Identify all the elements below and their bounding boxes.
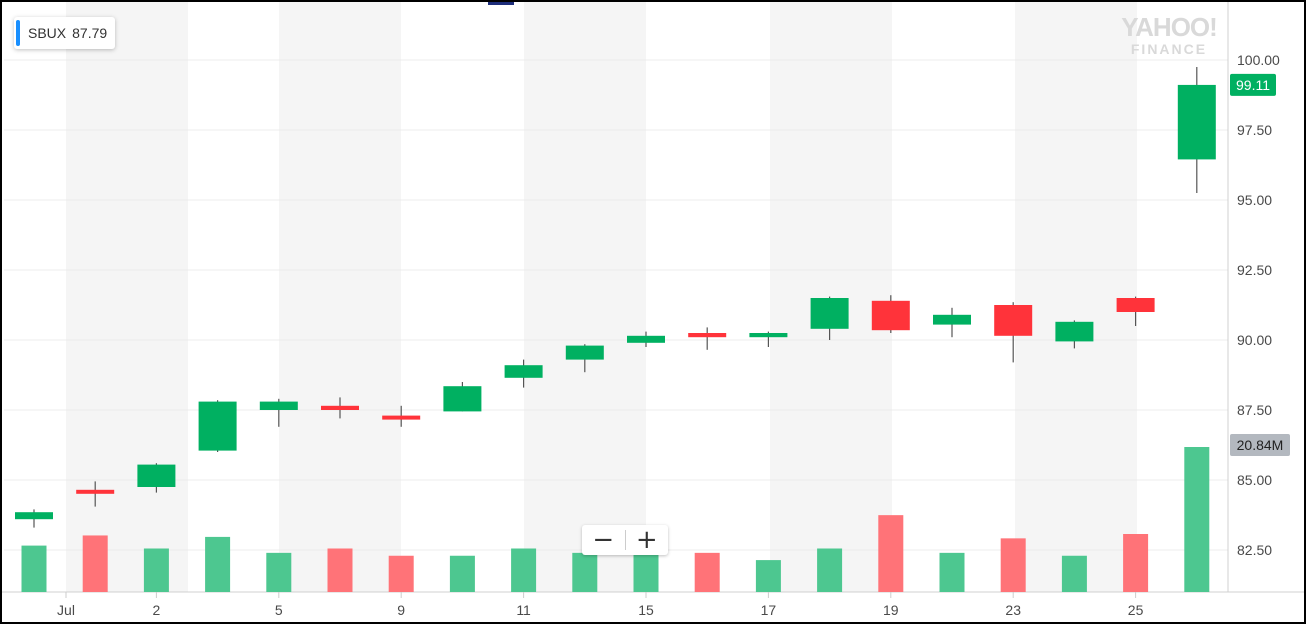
x-tick-label: 9 <box>397 602 405 618</box>
x-tick-label: Jul <box>57 602 75 618</box>
week-band <box>1015 2 1137 592</box>
x-tick-label: 15 <box>638 602 654 618</box>
candle-body <box>15 512 53 520</box>
volume-bar <box>694 552 720 592</box>
candle-body <box>933 314 971 325</box>
logo-line-1: YAHOO! <box>1121 12 1218 42</box>
week-band <box>66 2 188 592</box>
candle-body <box>443 386 482 412</box>
x-tick-label: 25 <box>1128 602 1144 618</box>
candle-body <box>1116 298 1155 312</box>
zoom-in-button[interactable]: + <box>635 525 658 555</box>
volume-bar <box>388 555 414 592</box>
logo-line-2: FINANCE <box>1130 41 1208 57</box>
candle-body <box>627 335 665 343</box>
volume-badge <box>1230 434 1290 456</box>
candle-body <box>1177 84 1216 160</box>
candle-body <box>749 333 788 338</box>
ticker-label[interactable]: SBUX 87.79 <box>14 17 116 49</box>
last-price-label: 99.11 <box>1236 77 1270 93</box>
volume-bar <box>878 515 904 592</box>
volume-bar <box>449 555 475 592</box>
x-tick-label: 19 <box>883 602 899 618</box>
ticker-symbol: SBUX <box>28 25 67 41</box>
candle-body <box>259 401 298 410</box>
candle-body <box>198 401 237 451</box>
y-tick-label: 90.00 <box>1237 332 1272 348</box>
volume-bar <box>1000 538 1026 592</box>
candle-body <box>810 298 849 329</box>
volume-bar <box>755 560 781 592</box>
y-tick-label: 100.00 <box>1237 52 1280 68</box>
candle-body <box>137 464 176 487</box>
x-tick-label: 17 <box>761 602 777 618</box>
candle-body <box>565 345 604 360</box>
y-tick-label: 82.50 <box>1237 542 1272 558</box>
y-tick-label: 97.50 <box>1237 122 1272 138</box>
yahoo-finance-logo: YAHOO! FINANCE <box>1114 14 1224 56</box>
last-price-badge <box>1230 73 1276 96</box>
x-tick-label: 11 <box>516 602 531 618</box>
zoom-out-button[interactable]: − <box>592 525 615 555</box>
y-tick-label: 95.00 <box>1237 192 1272 208</box>
y-tick-label: 87.50 <box>1237 402 1272 418</box>
zoom-divider <box>624 530 626 550</box>
ticker-price: 87.79 <box>72 25 108 41</box>
volume-bar <box>21 545 47 592</box>
ticker-color-marker <box>16 20 20 46</box>
candle-body <box>76 489 115 494</box>
volume-bar <box>327 548 353 592</box>
volume-bar <box>1184 447 1210 592</box>
volume-bar <box>1123 534 1149 592</box>
y-tick-label: 92.50 <box>1237 262 1272 278</box>
volume-bar <box>143 548 169 592</box>
volume-bar <box>633 552 659 592</box>
volume-bar <box>205 536 231 592</box>
x-tick-label: 23 <box>1005 602 1021 618</box>
y-tick-label: 85.00 <box>1237 472 1272 488</box>
volume-bar <box>266 552 292 592</box>
volume-label: 20.84M <box>1237 437 1284 453</box>
week-band <box>524 2 646 592</box>
candle-body <box>382 415 421 420</box>
week-band <box>770 2 892 592</box>
x-tick-label: 2 <box>153 602 161 618</box>
volume-bar <box>82 535 108 592</box>
volume-bar <box>817 548 843 592</box>
volume-bar <box>511 548 537 592</box>
volume-bar <box>939 552 965 592</box>
candle-body <box>321 405 359 410</box>
candle-body <box>504 365 543 378</box>
candle-body <box>1055 321 1094 342</box>
zoom-controls: − + <box>582 525 668 555</box>
range-indicator <box>488 2 514 5</box>
candle-body <box>688 333 727 338</box>
candle-body <box>994 305 1033 336</box>
volume-bar <box>572 552 598 592</box>
volume-bar <box>1061 555 1087 592</box>
candle-body <box>871 300 910 331</box>
x-tick-label: 5 <box>275 602 283 618</box>
week-band <box>279 2 401 592</box>
